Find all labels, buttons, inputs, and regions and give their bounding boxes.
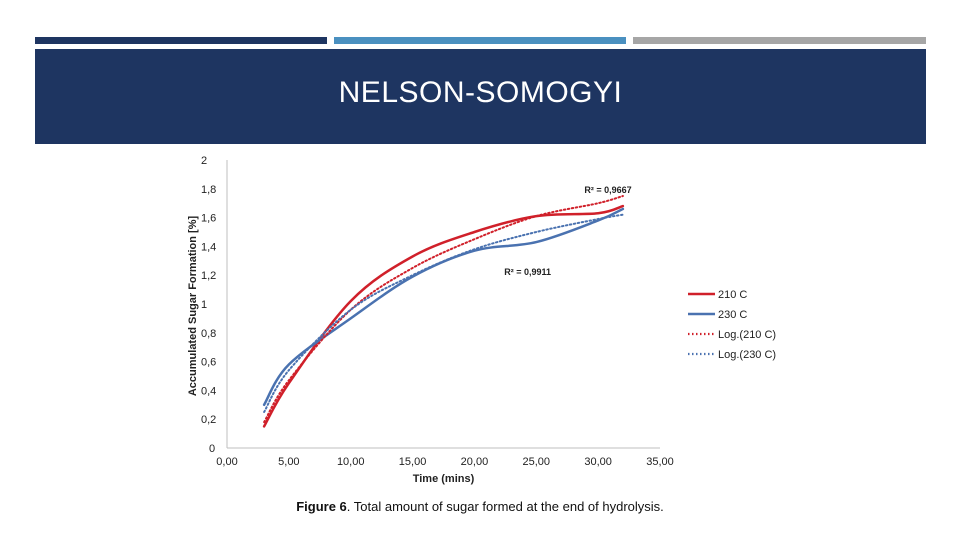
y-tick-label: 1,6 <box>201 213 216 225</box>
y-tick-label: 2 <box>201 155 207 167</box>
y-tick-label: 1,8 <box>201 184 216 196</box>
y-axis-label: Accumulated Sugar Formation [%] <box>187 216 199 397</box>
y-tick-label: 0 <box>209 443 215 455</box>
series-line-3 <box>263 213 624 413</box>
legend-label: Log.(230 C) <box>718 349 776 361</box>
x-tick-label: 0,00 <box>216 456 237 468</box>
y-tick-label: 0,8 <box>201 328 216 340</box>
top-accent-bar-1 <box>35 37 327 44</box>
series-line-2 <box>263 195 624 424</box>
y-tick-label: 1,4 <box>201 241 216 253</box>
x-tick-label: 35,00 <box>646 456 674 468</box>
x-tick-label: 10,00 <box>337 456 365 468</box>
x-axis-label: Time (mins) <box>413 473 475 485</box>
x-tick-label: 30,00 <box>584 456 612 468</box>
legend-label: Log.(210 C) <box>718 329 776 341</box>
x-tick-label: 20,00 <box>461 456 489 468</box>
x-tick-label: 5,00 <box>278 456 299 468</box>
legend-label: 210 C <box>718 289 747 301</box>
r-squared-annotation: R² = 0,9911 <box>504 267 551 277</box>
x-tick-label: 15,00 <box>399 456 427 468</box>
x-tick-label: 25,00 <box>523 456 551 468</box>
slide-title: NELSON-SOMOGYI <box>338 76 623 109</box>
series-line-1 <box>262 207 625 407</box>
caption-label: Figure 6 <box>296 499 347 514</box>
top-accent-bar-2 <box>334 37 626 44</box>
y-tick-label: 0,2 <box>201 414 216 426</box>
title-banner <box>35 49 926 144</box>
y-tick-label: 1,2 <box>201 270 216 282</box>
y-tick-label: 0,4 <box>201 385 216 397</box>
series-line-0 <box>262 204 625 428</box>
y-tick-label: 0,6 <box>201 357 216 369</box>
top-accent-bar-3 <box>633 37 926 44</box>
y-tick-label: 1 <box>201 299 207 311</box>
r-squared-annotation: R² = 0,9667 <box>584 185 631 195</box>
caption-text: . Total amount of sugar formed at the en… <box>346 499 664 514</box>
legend-label: 230 C <box>718 309 747 321</box>
figure-caption: Figure 6. Total amount of sugar formed a… <box>0 499 960 514</box>
